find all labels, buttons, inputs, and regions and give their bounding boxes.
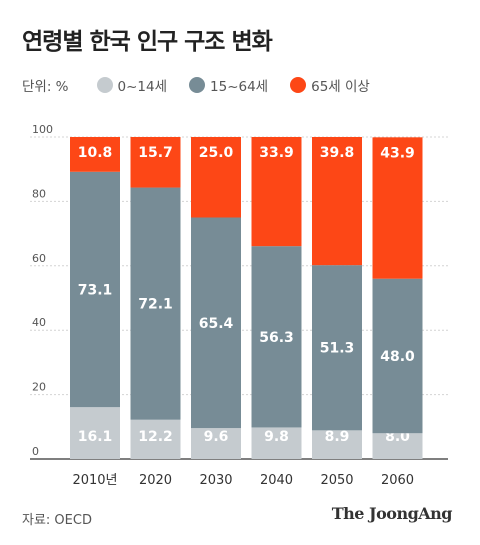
legend-item-working: 15~64세 [189, 75, 268, 95]
data-label: 9.8 [264, 429, 289, 445]
legend-item-young: 0~14세 [96, 75, 168, 95]
y-tick-label: 80 [32, 187, 46, 200]
source-note: 자료: OECD [22, 513, 92, 528]
data-label: 8.9 [325, 429, 350, 445]
data-label: 12.2 [138, 429, 173, 445]
bar-segment [372, 278, 423, 434]
data-label: 48.0 [380, 349, 415, 365]
bar-segment [130, 137, 181, 188]
unit-label: 단위: % [22, 79, 69, 95]
bar-segment [251, 427, 302, 459]
bar-segment [251, 246, 302, 428]
x-tick-label: 2040 [260, 473, 293, 488]
data-label: 33.9 [259, 145, 294, 161]
legend-label-elderly: 65세 이상 [311, 79, 370, 95]
data-label: 65.4 [199, 316, 234, 332]
bar-segment [372, 137, 423, 279]
data-label: 25.0 [199, 145, 234, 161]
bar-segment [130, 419, 181, 459]
x-tick-label: 2010년 [72, 473, 117, 488]
y-tick-label: 100 [32, 123, 53, 136]
bar-segment [251, 137, 302, 247]
data-label: 43.9 [380, 145, 415, 161]
data-label: 39.8 [320, 145, 355, 161]
legend-swatch-elderly [290, 77, 307, 93]
legend-swatch-young [96, 77, 113, 93]
legend: 단위: % 0~14세 15~64세 65세 이상 [22, 75, 392, 95]
chart-title: 연령별 한국 인구 구조 변화 [22, 29, 273, 55]
bar-segment [312, 265, 362, 431]
brand-logo: The JoongAng [331, 504, 453, 523]
bar-segment [70, 407, 120, 459]
legend-item-elderly: 65세 이상 [290, 75, 370, 95]
data-label: 73.1 [78, 282, 113, 298]
legend-label-working: 15~64세 [210, 79, 269, 95]
bar-segment [191, 217, 241, 429]
data-label: 15.7 [138, 145, 173, 161]
y-tick-label: 40 [32, 316, 46, 329]
x-tick-label: 2030 [199, 473, 232, 488]
bar-segment [312, 137, 362, 266]
bar-segment [70, 137, 120, 172]
bar-segment [312, 430, 362, 459]
y-tick-label: 20 [32, 381, 46, 394]
x-tick-label: 2060 [381, 473, 414, 488]
bar-segment [372, 433, 423, 459]
data-label: 9.6 [204, 429, 229, 445]
data-label: 72.1 [138, 297, 173, 313]
legend-label-young: 0~14세 [117, 79, 168, 95]
data-label: 16.1 [78, 429, 113, 445]
y-tick-label: 60 [32, 252, 46, 265]
x-tick-label: 2050 [320, 473, 353, 488]
data-label: 51.3 [320, 341, 355, 357]
data-label: 10.8 [78, 145, 113, 161]
bar-segment [70, 171, 120, 408]
x-tick-label: 2020 [139, 473, 172, 488]
bar-segment [191, 137, 241, 218]
y-tick-label: 0 [32, 445, 39, 458]
bar-segment [130, 187, 181, 420]
legend-swatch-working [189, 77, 206, 93]
bar-segment [191, 428, 241, 459]
data-label: 56.3 [259, 330, 294, 346]
